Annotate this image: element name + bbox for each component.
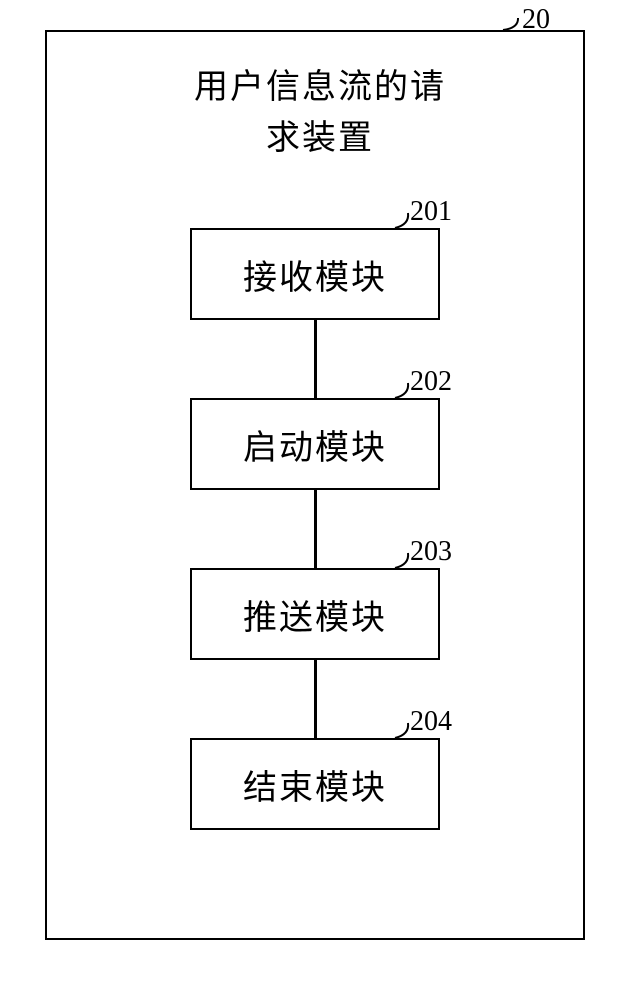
module-label: 结束模块 (243, 760, 387, 809)
diagram-title: 用户信息流的请求装置 (120, 62, 520, 164)
module-number-202: 202 (410, 366, 452, 398)
connector-1 (314, 490, 317, 568)
module-number-204: 204 (410, 706, 452, 738)
module-label: 接收模块 (243, 250, 387, 299)
module-label: 推送模块 (243, 590, 387, 639)
title-line-2: 求装置 (120, 113, 520, 164)
module-box-203: 推送模块 (190, 568, 440, 660)
connector-0 (314, 320, 317, 398)
module-label: 启动模块 (243, 420, 387, 469)
module-box-201: 接收模块 (190, 228, 440, 320)
title-line-1: 用户信息流的请 (120, 62, 520, 113)
outer-label: 20 (522, 4, 550, 36)
module-box-204: 结束模块 (190, 738, 440, 830)
module-box-202: 启动模块 (190, 398, 440, 490)
connector-2 (314, 660, 317, 738)
module-number-201: 201 (410, 196, 452, 228)
module-number-203: 203 (410, 536, 452, 568)
